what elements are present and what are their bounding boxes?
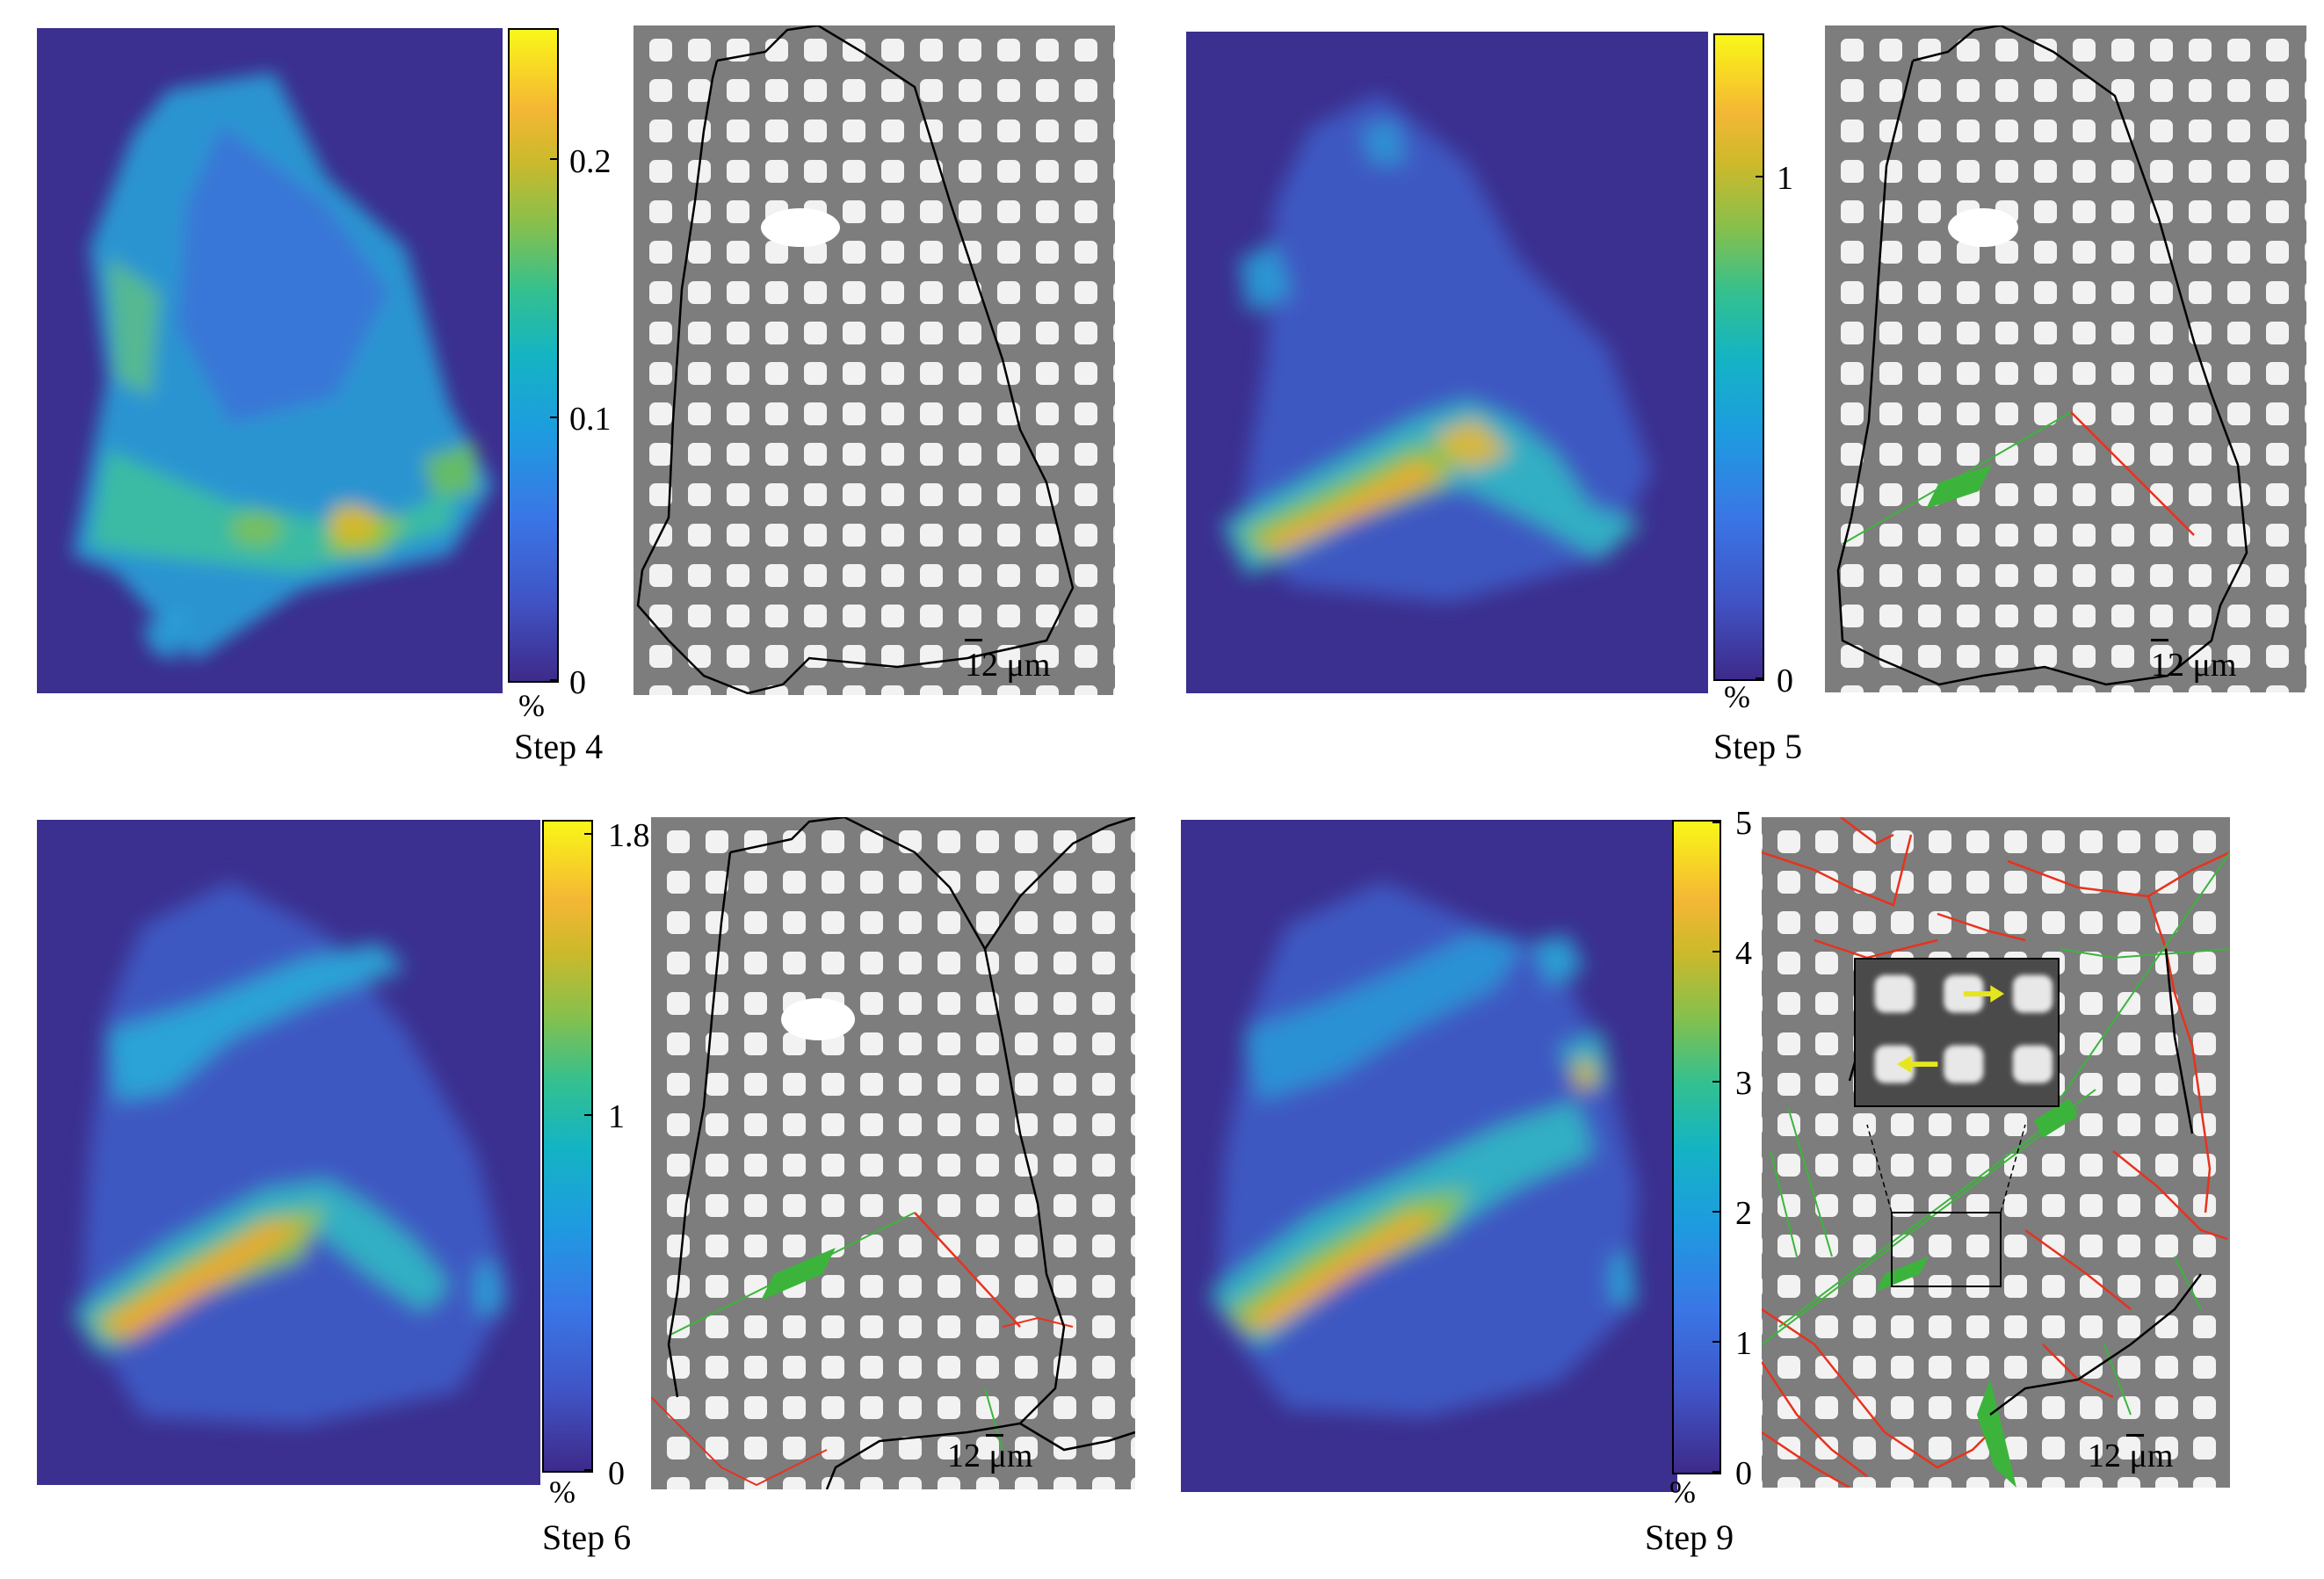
colorbar-unit: % xyxy=(1669,1474,1696,1510)
step-label: Step 9 xyxy=(1645,1517,1734,1557)
strain-map-step4 xyxy=(37,28,503,693)
step-label: Step 5 xyxy=(1713,727,1803,766)
sem-image-step6 xyxy=(651,817,1135,1489)
strain-map-step9 xyxy=(1181,820,1677,1492)
colorbar-tick xyxy=(550,416,559,418)
colorbar-tick xyxy=(584,1469,593,1471)
colorbar-tick xyxy=(1712,951,1721,952)
colorbar-tick-label: 0 xyxy=(569,664,586,701)
colorbar-unit: % xyxy=(1724,679,1750,714)
sem-image-step5 xyxy=(1825,25,2306,692)
sem-image-step4 xyxy=(633,25,1115,695)
scale-label: 12 μm xyxy=(947,1438,1033,1474)
colorbar-tick xyxy=(584,1114,593,1116)
colorbar-tick xyxy=(584,833,593,835)
colorbar-tick xyxy=(550,679,559,681)
colorbar-unit: % xyxy=(518,688,545,723)
colorbar-tick-label: 1 xyxy=(608,1098,625,1135)
scale-bar xyxy=(986,1434,1003,1437)
zoom-inset xyxy=(1854,958,2060,1107)
colorbar-tick xyxy=(1712,1471,1721,1473)
colorbar-tick xyxy=(1756,677,1764,679)
colorbar-tick-label: 0.2 xyxy=(569,143,612,180)
scale-bar xyxy=(2126,1434,2144,1437)
colorbar-tick-label: 2 xyxy=(1735,1195,1752,1232)
strain-map-step5 xyxy=(1186,32,1708,693)
colorbar-step6 xyxy=(542,820,593,1473)
scale-label: 12 μm xyxy=(2151,647,2237,684)
scale-label: 12 μm xyxy=(965,647,1051,684)
scale-bar xyxy=(2151,639,2168,641)
step-label: Step 4 xyxy=(514,727,604,766)
colorbar-tick xyxy=(1712,1081,1721,1083)
colorbar-tick-label: 4 xyxy=(1735,935,1752,972)
colorbar-tick xyxy=(1712,822,1721,823)
colorbar-tick-label: 0 xyxy=(608,1455,625,1492)
scale-label: 12 μm xyxy=(2088,1438,2174,1474)
colorbar-tick-label: 3 xyxy=(1735,1065,1752,1102)
colorbar-tick xyxy=(1756,176,1764,177)
arrow-left-icon xyxy=(1897,1055,1938,1073)
strain-map-step6 xyxy=(37,820,540,1485)
colorbar-tick-label: 0 xyxy=(1777,663,1793,699)
colorbar-tick xyxy=(1712,1341,1721,1343)
scale-bar xyxy=(965,639,982,641)
colorbar-tick-label: 0 xyxy=(1735,1455,1752,1492)
colorbar-step9 xyxy=(1672,820,1721,1474)
colorbar-tick-label: 0.1 xyxy=(569,401,612,438)
colorbar-tick-label: 1 xyxy=(1735,1325,1752,1362)
colorbar-step5 xyxy=(1713,33,1764,681)
colorbar-tick xyxy=(1712,1211,1721,1213)
colorbar-unit: % xyxy=(549,1474,576,1510)
colorbar-tick-label: 1 xyxy=(1777,160,1793,197)
arrow-right-icon xyxy=(1963,985,2005,1003)
colorbar-step4 xyxy=(508,28,559,683)
step-label: Step 6 xyxy=(542,1517,632,1557)
colorbar-tick-label: 1.8 xyxy=(608,817,650,854)
sem-image-step9 xyxy=(1762,817,2230,1488)
colorbar-tick xyxy=(550,158,559,160)
colorbar-tick-label: 5 xyxy=(1735,805,1752,842)
